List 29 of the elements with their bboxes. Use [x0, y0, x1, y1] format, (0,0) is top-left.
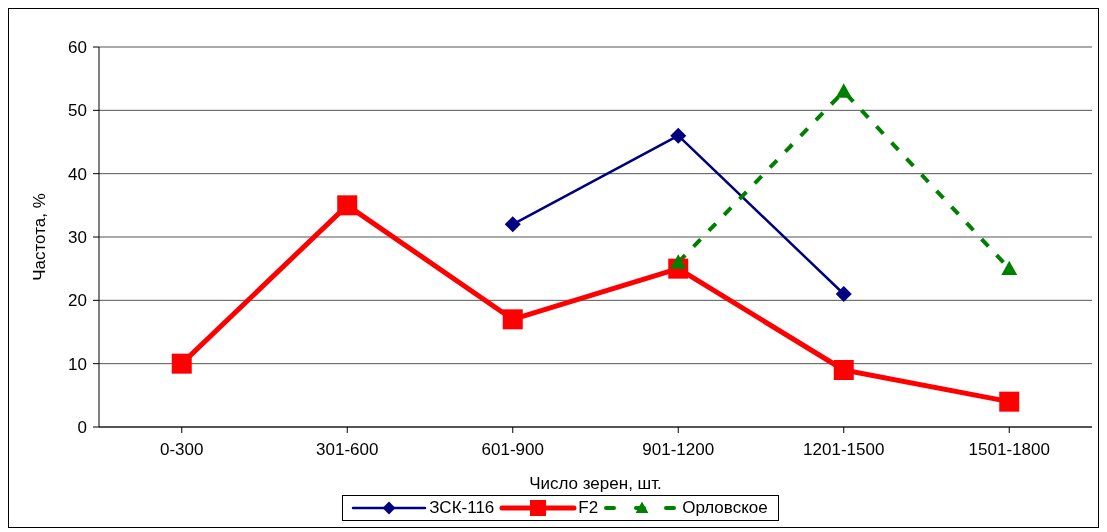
- y-tick-label: 30: [68, 228, 87, 248]
- point: [504, 216, 521, 233]
- point: [670, 254, 687, 269]
- legend-label: ЗСК-116: [429, 498, 495, 518]
- x-tick-label: 0-300: [160, 440, 204, 460]
- point: [670, 127, 687, 144]
- x-tick-label: 901-1200: [642, 440, 715, 460]
- point: [337, 195, 358, 216]
- x-tick-label: 1201-1500: [803, 440, 885, 460]
- x-axis-title: Число зерен, шт.: [529, 474, 662, 493]
- point: [1001, 260, 1018, 276]
- x-tick-label: 601-900: [481, 440, 544, 460]
- x-tick-label: 1501-1800: [968, 440, 1050, 460]
- point: [999, 391, 1020, 412]
- y-axis-title: Частота, %: [30, 193, 50, 281]
- y-tick-label: 50: [68, 101, 87, 121]
- y-tick-label: 60: [68, 38, 87, 58]
- point: [835, 286, 852, 302]
- y-tick-label: 0: [77, 418, 87, 438]
- legend-label: Орловское: [682, 498, 768, 518]
- x-tick-label: 301-600: [316, 440, 379, 460]
- legend-label: F2: [578, 498, 599, 518]
- point: [171, 353, 192, 374]
- point: [502, 309, 523, 330]
- y-tick-label: 10: [68, 354, 87, 374]
- y-tick-label: 40: [68, 164, 87, 184]
- y-tick-label: 20: [68, 291, 87, 311]
- point: [835, 83, 852, 98]
- point: [833, 360, 854, 380]
